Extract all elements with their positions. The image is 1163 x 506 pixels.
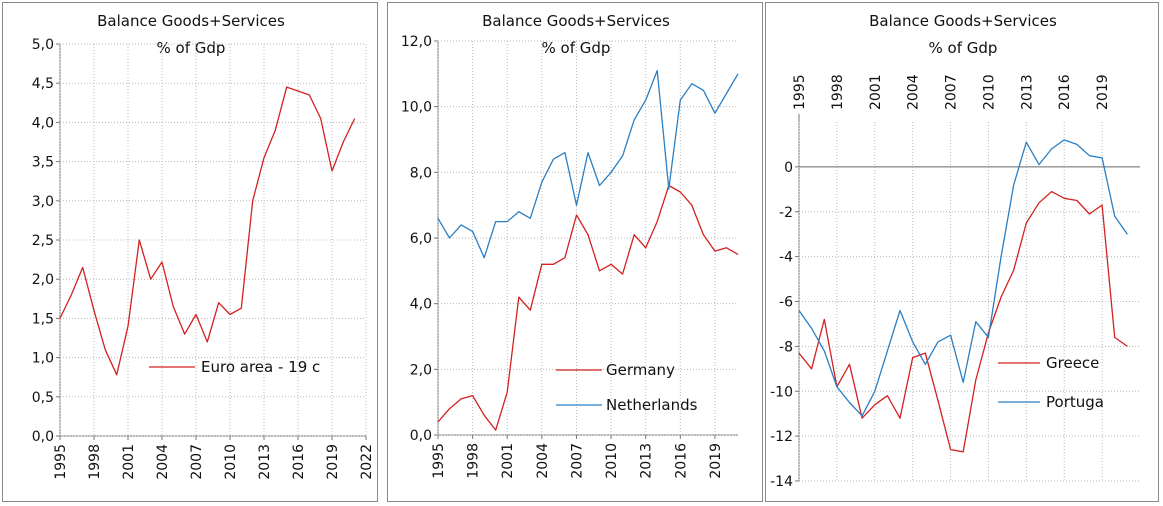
legend-label: Portuga <box>1046 393 1104 411</box>
y-tick-label: -4 <box>779 250 793 266</box>
y-tick-label: -14 <box>770 474 793 490</box>
series-line-netherlands <box>437 69 739 259</box>
x-tick-label: 2019 <box>708 443 724 479</box>
x-tick-label: 2016 <box>673 443 689 479</box>
x-tick-label: 2001 <box>868 74 884 110</box>
x-tick-label: 2001 <box>121 444 137 480</box>
y-tick-label: 1,0 <box>32 351 54 367</box>
y-tick-label: 5,0 <box>32 37 54 53</box>
x-tick-label: 2010 <box>223 444 239 480</box>
x-tick-label: 2016 <box>291 444 307 480</box>
y-tick-label: 1,5 <box>32 311 54 327</box>
y-tick-label: 4,0 <box>32 115 54 131</box>
x-tick-label: 2007 <box>944 74 960 110</box>
y-tick-label: 2,5 <box>32 233 54 249</box>
legend-label: Germany <box>606 361 675 379</box>
chart-subtitle: % of Gdp <box>929 39 998 57</box>
x-tick-label: 2016 <box>1057 74 1073 110</box>
chart-title: Balance Goods+Services <box>869 12 1057 30</box>
chart-title: Balance Goods+Services <box>97 12 285 30</box>
y-tick-label: -12 <box>770 429 793 445</box>
chart-euro-area: Balance Goods+Services % of Gdp 0,0 0,5 1,0 1… <box>32 12 375 480</box>
x-tick-label: 2013 <box>639 443 655 479</box>
y-tick-label: 2,0 <box>410 362 432 378</box>
y-tick-label: 8,0 <box>410 165 432 181</box>
x-tick-label: 2004 <box>155 444 171 480</box>
series-line-euro-area-19-c <box>59 86 356 376</box>
y-tick-label: 4,5 <box>32 76 54 92</box>
y-tick-label: 0,5 <box>32 390 54 406</box>
chart-subtitle: % of Gdp <box>157 39 226 57</box>
x-tick-label: 1998 <box>830 74 846 110</box>
legend-label: Greece <box>1046 354 1099 372</box>
y-tick-label: 6,0 <box>410 231 432 247</box>
legend-label: Netherlands <box>606 396 698 414</box>
x-tick-label: 1995 <box>431 443 447 479</box>
y-tick-label: -2 <box>779 205 793 221</box>
chart-panel-greece-portugal: Balance Goods+Services % of Gdp 0 -2 -4 -6 -8 -… <box>765 2 1159 502</box>
x-tick-label: 2013 <box>257 444 273 480</box>
x-tick-label: 2004 <box>535 443 551 479</box>
x-tick-label: 1995 <box>53 444 69 480</box>
y-tick-label: 0,0 <box>32 429 54 445</box>
y-tick-label: 4,0 <box>410 297 432 313</box>
y-tick-label: 0,0 <box>410 428 432 444</box>
chart-greece-portugal: Balance Goods+Services % of Gdp 0 -2 -4 -6 -8 -… <box>770 12 1140 490</box>
x-tick-label: 2022 <box>359 444 375 480</box>
x-tick-label: 2004 <box>906 74 922 110</box>
chart-panel-germany-netherlands: Balance Goods+Services% of Gdp 0,0 2,0 4,0 6… <box>387 2 763 502</box>
chart-panel-euro-area: Balance Goods+Services % of Gdp 0,0 0,5 1,0 1… <box>2 2 378 502</box>
y-tick-label: 3,5 <box>32 155 54 171</box>
x-tick-label: 2013 <box>1019 74 1035 110</box>
y-tick-label: 10,0 <box>401 100 432 116</box>
x-tick-label: 2019 <box>325 444 341 480</box>
chart-title: Balance Goods+Services <box>482 12 670 30</box>
y-tick-label: 0 <box>784 160 793 176</box>
x-tick-label: 2007 <box>189 444 205 480</box>
x-tick-label: 2019 <box>1095 74 1111 110</box>
x-tick-label: 1998 <box>466 443 482 479</box>
y-tick-label: 3,0 <box>32 194 54 210</box>
y-tick-label: 12,0 <box>401 34 432 50</box>
legend-label: Euro area - 19 c <box>201 358 320 376</box>
x-tick-label: 2010 <box>981 74 997 110</box>
y-tick-label: 2,0 <box>32 272 54 288</box>
y-tick-label: -6 <box>779 295 793 311</box>
x-tick-label: 2010 <box>604 443 620 479</box>
x-tick-label: 1998 <box>87 444 103 480</box>
series-line-greece <box>798 190 1128 453</box>
series-line-portuga <box>798 139 1128 417</box>
x-tick-label: 2001 <box>500 443 516 479</box>
x-tick-label: 1995 <box>792 74 808 110</box>
y-tick-label: -8 <box>779 339 793 355</box>
series-line-germany <box>437 184 739 431</box>
chart-germany-netherlands: Balance Goods+Services% of Gdp0,02,04,06… <box>401 12 739 479</box>
x-tick-label: 2007 <box>569 443 585 479</box>
y-tick-label: -10 <box>770 384 793 400</box>
